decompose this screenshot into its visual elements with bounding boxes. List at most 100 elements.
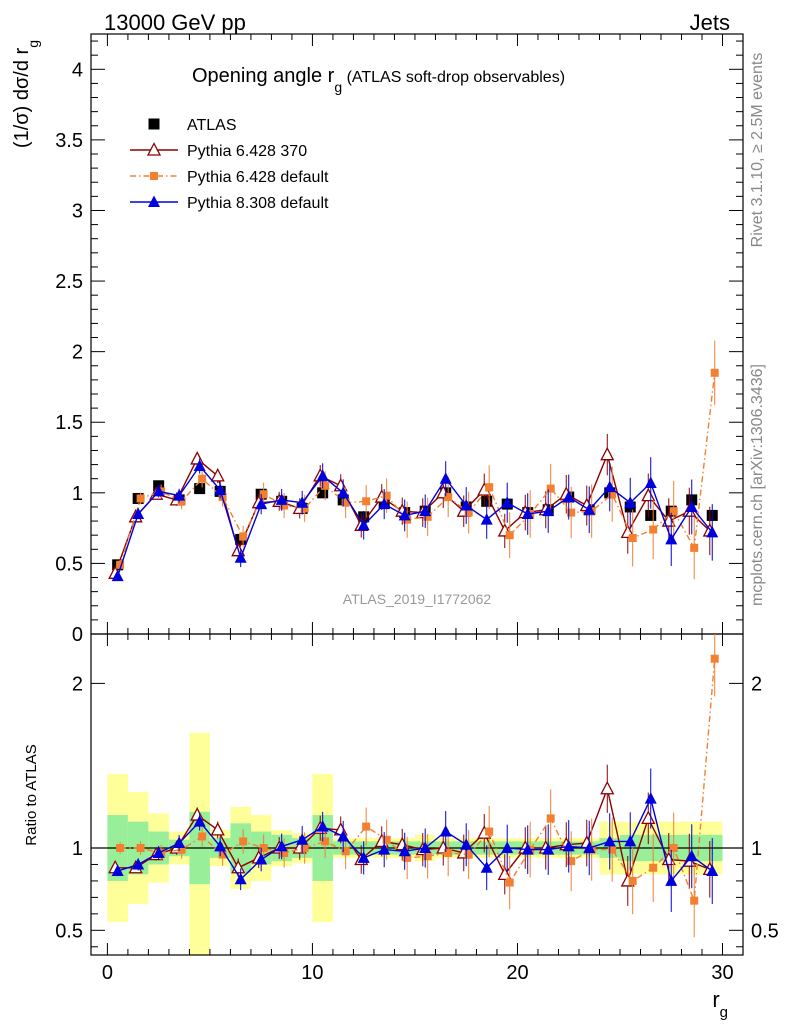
data-point	[362, 497, 371, 506]
data-point	[317, 487, 329, 499]
data-point	[337, 486, 350, 498]
ratio-data-point	[542, 843, 555, 855]
ratio-data-point	[419, 841, 432, 853]
data-point	[710, 368, 719, 377]
ratio-data-point	[583, 841, 596, 853]
series-3	[111, 457, 719, 582]
ratio-data-point	[505, 878, 514, 887]
ratio-data-point	[641, 810, 656, 825]
legend-item: ATLAS	[148, 117, 237, 134]
legend-item: Pythia 8.308 default	[130, 195, 329, 212]
data-point	[316, 469, 329, 481]
ratio-data-point	[649, 863, 658, 872]
ratio-data-point	[300, 844, 309, 852]
ratio-data-point	[234, 872, 247, 885]
data-point	[136, 494, 145, 503]
y-tick-label: 0.5	[55, 553, 83, 575]
ratio-data-point	[255, 853, 268, 865]
ratio-data-point	[136, 844, 145, 852]
data-point	[685, 500, 698, 512]
data-point	[485, 483, 494, 492]
ratio-y-tick-label-right: 1	[751, 838, 762, 860]
data-point	[132, 507, 145, 519]
ratio-data-point	[378, 843, 391, 855]
x-tick-label: 30	[711, 962, 733, 984]
data-point	[706, 525, 719, 538]
legend-label: ATLAS	[187, 117, 237, 134]
ratio-data-point	[362, 822, 371, 831]
ratio-data-point	[403, 853, 412, 862]
data-point	[111, 569, 124, 582]
ratio-data-point	[382, 835, 391, 844]
ratio-data-point	[193, 815, 206, 827]
ratio-data-point	[567, 857, 576, 866]
data-point	[501, 496, 514, 508]
data-point	[628, 534, 637, 542]
data-point	[546, 484, 555, 493]
data-point	[239, 532, 248, 541]
data-point	[198, 474, 207, 483]
ratio-data-point	[485, 827, 494, 836]
data-point	[419, 504, 432, 517]
y-tick-label: 0	[72, 624, 83, 646]
series-2	[116, 340, 719, 580]
data-point	[193, 459, 206, 471]
data-point	[603, 480, 616, 493]
ratio-data-point	[177, 845, 186, 854]
ratio-data-point	[239, 837, 248, 846]
ratio-data-point	[665, 874, 678, 886]
data-point	[210, 467, 225, 482]
data-point	[259, 490, 268, 499]
ratio-y-tick-label: 0.5	[55, 920, 83, 942]
energy-label: 13000 GeV pp	[104, 10, 246, 35]
ratio-data-point	[218, 850, 227, 859]
ratio-data-point	[337, 829, 350, 842]
ratio-data-point	[710, 654, 719, 663]
ratio-data-point	[423, 852, 432, 861]
y-tick-label: 4	[72, 59, 83, 81]
data-point	[234, 551, 247, 563]
data-point	[296, 496, 309, 508]
process-label: Jets	[690, 10, 730, 35]
top-ylabel: (1/σ) dσ/d rg	[11, 40, 41, 148]
ratio-data-point	[214, 839, 227, 852]
ratio-data-point	[280, 848, 289, 857]
data-point	[624, 496, 637, 508]
ratio-data-point	[152, 846, 165, 858]
ratio-data-point	[111, 864, 124, 877]
y-tick-label: 2	[72, 342, 83, 364]
series-line	[114, 452, 711, 574]
ratio-data-point	[444, 848, 453, 857]
data-point	[583, 503, 596, 515]
ratio-data-point	[398, 844, 411, 857]
data-point	[649, 525, 658, 534]
data-point	[255, 497, 268, 510]
y-tick-label: 3.5	[55, 130, 83, 152]
data-point	[644, 476, 657, 488]
ratio-data-point	[210, 821, 225, 836]
y-tick-label: 3	[72, 200, 83, 222]
legend: ATLAS Pythia 6.428 370 Pythia 6.428 defaul…	[130, 117, 329, 212]
data-point	[300, 504, 309, 513]
ratio-series-2	[111, 768, 719, 912]
data-point	[444, 493, 453, 502]
data-point	[378, 497, 391, 510]
legend-label: Pythia 6.428 default	[187, 169, 329, 186]
legend-item: Pythia 6.428 default	[130, 169, 329, 186]
data-point	[562, 490, 575, 503]
x-tick-label: 20	[506, 962, 528, 984]
ratio-data-point	[628, 876, 637, 885]
ratio-series-line	[115, 786, 711, 884]
ratio-data-point	[497, 866, 512, 880]
ratio-data-point	[562, 839, 575, 852]
data-point	[567, 508, 576, 517]
rivet-label: Rivet 3.1.10, ≥ 2.5M events	[749, 53, 766, 248]
legend-marker	[148, 118, 160, 130]
ratio-data-point	[706, 864, 719, 877]
ratio-data-point	[275, 839, 288, 852]
legend-item: Pythia 6.428 370	[130, 142, 307, 160]
data-point	[690, 543, 699, 552]
main-panel: 0 0.5 1 1.5 2 2.5 3 3.5 4	[55, 33, 744, 646]
ratio-data-point	[690, 896, 699, 905]
